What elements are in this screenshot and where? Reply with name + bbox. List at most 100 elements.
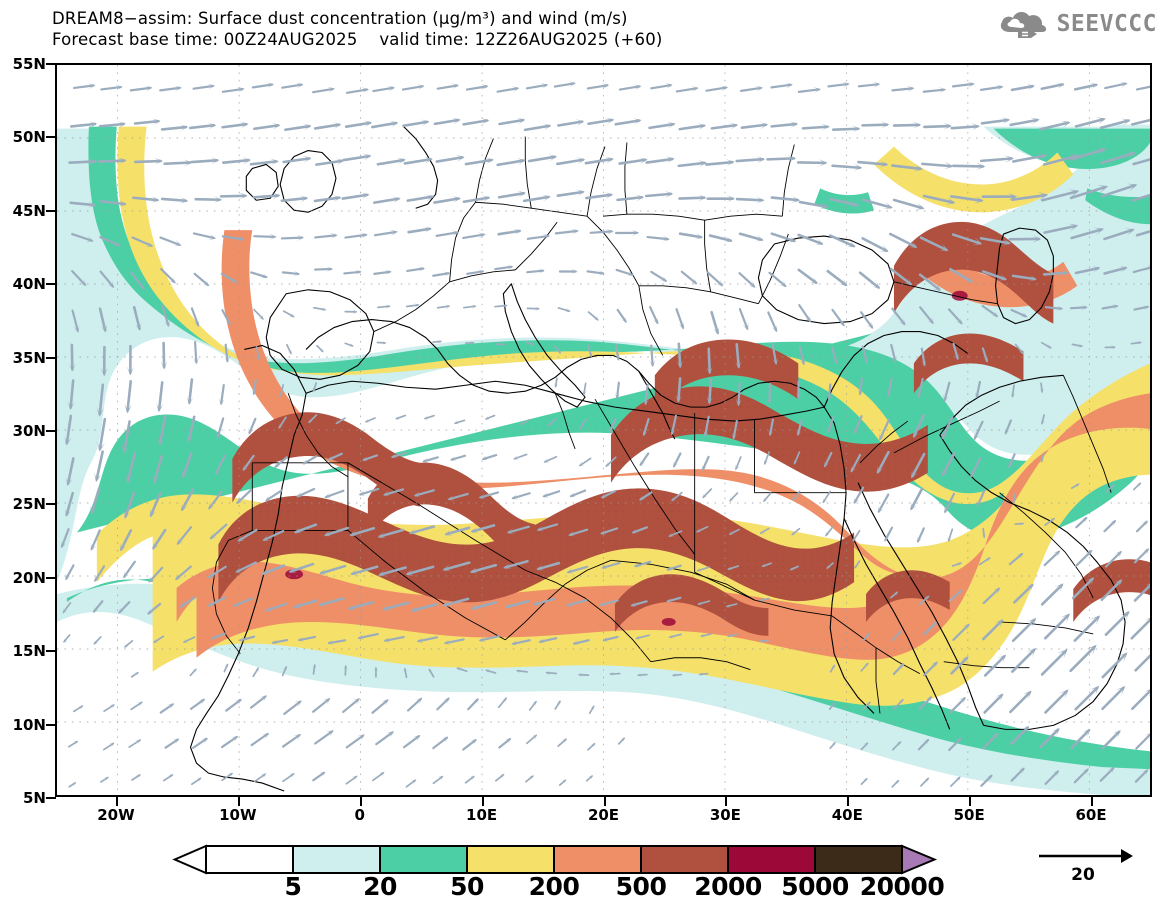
wind-arrow-shaft xyxy=(516,669,528,673)
wind-arrow-head xyxy=(983,356,988,363)
wind-arrow-head xyxy=(609,671,615,676)
wind-arrow-shaft xyxy=(951,233,982,245)
wind-arrow-head xyxy=(764,458,769,466)
wind-arrow-head xyxy=(554,382,559,388)
wind-arrow-shaft xyxy=(952,623,970,641)
wind-arrow-shaft xyxy=(554,377,558,388)
wind-arrow-shaft xyxy=(132,305,141,330)
wind-arrow-shaft xyxy=(373,197,400,204)
wind-arrow-shaft xyxy=(602,635,619,642)
wind-arrow-head xyxy=(1060,613,1071,624)
wind-arrow-shaft xyxy=(342,154,371,162)
wind-arrow-head xyxy=(849,200,860,208)
wind-arrow-head xyxy=(791,530,797,536)
wind-arrow-head xyxy=(664,83,673,89)
wind-arrow-head xyxy=(323,530,333,537)
wind-arrow-head xyxy=(1018,767,1025,775)
wind-arrow-head xyxy=(569,492,577,497)
wind-arrow-shaft xyxy=(892,699,904,710)
colorbar-segment xyxy=(205,845,294,874)
wind-arrow-shaft xyxy=(646,235,669,241)
wind-arrow-head xyxy=(1059,689,1069,699)
wind-arrow-shaft xyxy=(910,452,926,478)
wind-arrow-head xyxy=(564,307,571,313)
map-plot-area[interactable] xyxy=(55,63,1152,797)
wind-arrow-shaft xyxy=(579,457,592,467)
wind-arrow-head xyxy=(1095,147,1107,156)
wind-arrow-shaft xyxy=(124,491,136,518)
wind-arrow-head xyxy=(577,672,583,677)
wind-arrow-shaft xyxy=(345,734,365,749)
wind-arrow-shaft xyxy=(1044,770,1059,785)
wind-arrow-head xyxy=(787,155,797,163)
wind-arrow-head xyxy=(513,228,522,235)
wind-arrow-head xyxy=(824,460,830,468)
wind-arrow-head xyxy=(694,233,704,240)
wind-arrow-head xyxy=(1067,223,1079,232)
wind-arrow-shaft xyxy=(153,635,165,643)
x-axis-tick-mark xyxy=(847,797,850,806)
wind-arrow-head xyxy=(65,508,72,517)
wind-arrow-head xyxy=(1028,275,1037,282)
colorbar-tick-labels: 5 20 50 200 500 2000 5000 20000 xyxy=(0,872,1165,906)
wind-arrow-shaft xyxy=(587,743,596,751)
wind-arrow-head xyxy=(469,775,475,781)
wind-arrow-head xyxy=(678,321,685,330)
y-axis-tick-label: 45N xyxy=(12,201,46,220)
wind-arrow-shaft xyxy=(1104,611,1130,636)
wind-arrow-shaft xyxy=(697,600,711,605)
wind-arrow-shaft xyxy=(891,307,906,326)
wind-arrow-head xyxy=(1008,461,1014,468)
wind-arrow-shaft xyxy=(1100,579,1122,602)
wind-arrow-shaft xyxy=(335,417,346,425)
wind-arrow-shaft xyxy=(1014,343,1024,354)
wind-arrow-shaft xyxy=(1011,618,1036,643)
wind-arrow-shaft xyxy=(670,414,678,435)
wind-arrow-head xyxy=(360,192,370,200)
wind-arrow-head xyxy=(570,228,579,235)
wind-arrow-head xyxy=(1018,348,1024,355)
wind-arrow-head xyxy=(602,636,609,642)
wind-arrow-shaft xyxy=(981,304,998,318)
wind-arrow-head xyxy=(729,496,735,502)
wind-arrow-shaft xyxy=(1012,492,1017,504)
wind-arrow-shaft xyxy=(1011,193,1047,201)
wind-arrow-shaft xyxy=(375,731,394,746)
wind-arrow-head xyxy=(1005,428,1010,435)
wind-arrow-head xyxy=(385,304,391,309)
wind-arrow-head xyxy=(804,315,812,323)
wind-arrow-head xyxy=(1147,265,1150,272)
wind-arrow-shaft xyxy=(485,669,497,674)
colorbar-segment xyxy=(379,845,468,874)
wind-arrow-head xyxy=(643,398,650,406)
wind-arrow-shaft xyxy=(63,634,71,643)
wind-arrow-shaft xyxy=(456,667,468,673)
wind-arrow-shaft xyxy=(678,124,706,131)
wind-arrow-shaft xyxy=(312,87,334,94)
wind-arrow-shaft xyxy=(193,272,209,287)
wind-arrow-head xyxy=(363,120,373,128)
wind-arrow-head xyxy=(390,453,398,459)
wind-arrow-shaft xyxy=(265,489,283,502)
wind-arrow-shaft xyxy=(495,343,505,346)
wind-arrow-head xyxy=(825,531,831,537)
wind-arrow-head xyxy=(975,162,986,171)
wind-arrow-head xyxy=(578,461,585,467)
wind-arrow-head xyxy=(576,157,586,165)
wind-arrow-head xyxy=(923,595,930,601)
wind-arrow-head xyxy=(260,273,268,279)
wind-arrow-head xyxy=(827,426,833,433)
y-axis-tick-mark xyxy=(46,503,56,506)
wind-arrow-head xyxy=(863,356,869,364)
wind-arrow-shaft xyxy=(890,343,897,362)
wind-arrow-shaft xyxy=(221,772,233,782)
wind-arrow-shaft xyxy=(263,529,285,541)
wind-arrow-shaft xyxy=(1008,453,1016,468)
wind-arrow-head xyxy=(572,640,580,646)
wind-arrow-shaft xyxy=(442,597,470,607)
wind-arrow-head xyxy=(706,366,713,375)
wind-arrow-shaft xyxy=(1101,652,1127,679)
wind-arrow-head xyxy=(451,117,461,125)
wind-arrow-shaft xyxy=(284,124,311,132)
wind-arrow-shaft xyxy=(950,125,979,130)
